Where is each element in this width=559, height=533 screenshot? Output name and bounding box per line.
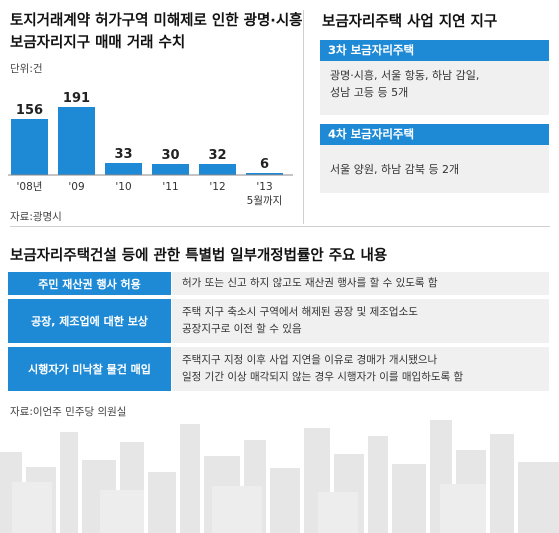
panel-4th-line-1: 서울 양원, 하남 감북 등 2개: [330, 162, 460, 176]
bar-2: [58, 107, 95, 175]
section-divider-horizontal: [10, 226, 550, 227]
data-label-6: 6: [260, 157, 269, 172]
law-row-1-line-1: 허가 또는 신고 하지 않고도 재산권 행사를 할 수 있도록 함: [182, 277, 438, 289]
category-label-6-1: '13: [256, 181, 272, 193]
panel-3rd-body: 광명·시흥, 서울 항동, 하남 감일, 성남 고등 등 5개: [320, 61, 549, 115]
panel-4th-header: 4차 보금자리주택: [320, 124, 549, 145]
panel-3rd-line-1: 광명·시흥, 서울 항동, 하남 감일,: [330, 69, 480, 82]
category-label-6-2: 5월까지: [247, 195, 283, 207]
panel-3rd-header: 3차 보금자리주택: [320, 40, 549, 61]
law-row-2-line-1: 주택 지구 축소시 구역에서 해제된 공장 및 제조업소도: [182, 306, 418, 318]
category-label-3: '10: [115, 181, 131, 193]
law-row-2-label: 공장, 제조업에 대한 보상: [8, 299, 171, 343]
bar-6: [246, 173, 283, 175]
law-row-3-line-2: 일정 기간 이상 매각되지 않는 경우 시행자가 이를 매입하도록 함: [182, 371, 464, 383]
data-label-1: 156: [16, 103, 43, 118]
city-skyline-illustration: [0, 420, 559, 533]
unit-label: 단위:건: [10, 63, 43, 75]
law-row-3-label: 시행자가 미낙찰 물건 매입: [8, 347, 171, 391]
law-row-1-body: 허가 또는 신고 하지 않고도 재산권 행사를 할 수 있도록 함: [172, 272, 549, 295]
category-label-2: '09: [68, 181, 84, 193]
bar-5: [199, 164, 236, 175]
data-label-3: 33: [114, 147, 132, 162]
chart-title: 토지거래계약 허가구역 미해제로 인한 광명·시흥 보금자리지구 매매 거래 수…: [10, 13, 303, 51]
bar-chart: 156 '08년 191 '09 33 '10 30 '11 32 '12 6 '13 5월까지: [8, 91, 293, 207]
law-row-2-body: 주택 지구 축소시 구역에서 해제된 공장 및 제조업소도 공장지구로 이전 할…: [172, 299, 549, 343]
data-label-2: 191: [63, 91, 90, 106]
category-label-5: '12: [209, 181, 225, 193]
panel-4th-body: 서울 양원, 하남 감북 등 2개: [320, 145, 549, 193]
law-title: 보금자리주택건설 등에 관한 특별법 일부개정법률안 주요 내용: [10, 248, 388, 264]
bar-4: [152, 164, 189, 175]
delay-title: 보금자리주택 사업 지연 지구: [322, 14, 498, 30]
law-row-2-line-2: 공장지구로 이전 할 수 있음: [182, 323, 302, 335]
section-divider-vertical: [303, 10, 304, 224]
law-row-3-body: 주택지구 지정 이후 사업 지연을 이유로 경매가 개시됐으나 일정 기간 이상…: [172, 347, 549, 391]
bar-1: [11, 119, 48, 175]
bar-3: [105, 163, 142, 175]
law-source: 자료:이언주 민주당 의원실: [10, 406, 127, 418]
law-row-3-line-1: 주택지구 지정 이후 사업 지연을 이유로 경매가 개시됐으나: [182, 354, 438, 366]
law-row-1-label: 주민 재산권 행사 허용: [8, 272, 171, 295]
data-label-4: 30: [161, 148, 179, 163]
panel-3rd-line-2: 성남 고등 등 5개: [330, 86, 409, 99]
category-label-4: '11: [162, 181, 178, 193]
data-label-5: 32: [208, 148, 226, 163]
category-label-1: '08년: [17, 181, 43, 193]
chart-source: 자료:광명시: [10, 211, 62, 223]
